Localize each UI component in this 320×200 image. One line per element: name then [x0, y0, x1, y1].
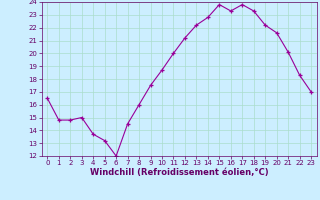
X-axis label: Windchill (Refroidissement éolien,°C): Windchill (Refroidissement éolien,°C) — [90, 168, 268, 177]
